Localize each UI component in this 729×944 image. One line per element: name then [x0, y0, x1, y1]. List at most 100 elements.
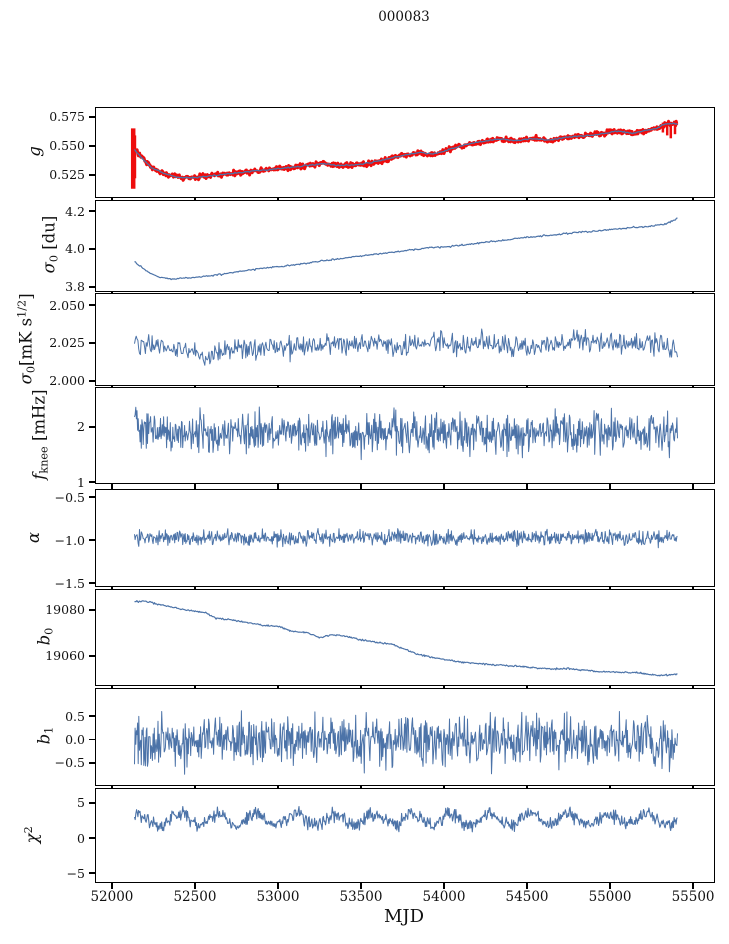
series-g-raw-red	[133, 119, 679, 182]
y-tick-label: 1	[77, 474, 85, 490]
y-tick	[88, 762, 95, 764]
y-tick-label: 0.550	[49, 138, 85, 154]
y-tick-label: 0.575	[49, 109, 85, 125]
series-sigma0-mks-blue	[134, 328, 678, 366]
y-tick	[88, 481, 95, 483]
panel-sigma0_mks	[95, 293, 715, 386]
plot-title: 000083	[378, 9, 430, 25]
y-tick-label: −0.5	[54, 489, 85, 505]
x-tick	[111, 883, 113, 889]
y-tick	[88, 738, 95, 741]
panel-b0	[95, 589, 715, 686]
y-tick	[88, 342, 95, 344]
y-tick	[88, 837, 95, 839]
x-tick	[526, 883, 528, 889]
panel-alpha	[95, 489, 715, 587]
y-tick-label: 2.050	[49, 297, 85, 313]
panel-b1-plot	[134, 710, 678, 775]
y-tick-label: 0.5	[65, 708, 85, 724]
x-tick	[360, 484, 362, 490]
panel-sigma0_du-plot	[134, 217, 678, 281]
x-tick	[443, 484, 445, 490]
x-tick	[526, 484, 528, 490]
y-axis-label-text: σ0[mK s1/2]	[16, 292, 38, 385]
x-tick	[443, 883, 445, 889]
panel-f_knee	[95, 387, 715, 484]
panel-sigma0_mks-plot	[134, 328, 678, 366]
y-tick	[88, 539, 95, 541]
y-tick-label: 3.8	[65, 279, 85, 295]
series-chi2-blue	[133, 806, 678, 833]
x-tick	[360, 883, 362, 889]
y-axis-label-alpha: α	[22, 489, 46, 585]
series-alpha-blue	[134, 528, 678, 549]
y-tick	[88, 210, 95, 212]
y-tick-label: −0.5	[54, 755, 85, 771]
y-tick-label: 5	[77, 795, 85, 811]
y-tick	[88, 248, 95, 250]
y-tick-label: 0.525	[49, 167, 85, 183]
y-tick	[88, 655, 95, 657]
series-g-smooth-blue	[133, 122, 678, 179]
panel-sigma0_du	[95, 200, 715, 292]
y-axis-label-text: σ0 [du]	[39, 216, 61, 274]
y-tick-label: 4.0	[65, 241, 85, 257]
panel-g	[95, 107, 715, 198]
x-tick	[277, 484, 279, 490]
x-tick	[692, 883, 694, 889]
y-tick-label: 2.000	[49, 373, 85, 389]
y-tick	[88, 426, 95, 428]
y-tick	[88, 715, 95, 717]
x-tick	[277, 883, 279, 889]
y-tick-label: 0	[77, 830, 85, 846]
y-axis-label-b1: b1	[33, 688, 57, 784]
y-axis-label-text: g	[24, 146, 44, 157]
y-axis-label-b0: b0	[33, 589, 57, 684]
y-tick-label: −1.5	[54, 575, 85, 591]
y-axis-label-text: b0	[34, 627, 56, 646]
y-tick	[88, 496, 95, 498]
panel-b0-plot	[134, 600, 678, 677]
x-tick-label: 55000	[588, 889, 632, 905]
series-f-knee-blue	[134, 406, 678, 461]
y-tick	[88, 802, 95, 804]
series-sigma0-du-blue	[134, 217, 678, 281]
panel-g-plot	[130, 119, 679, 189]
series-b1-blue	[134, 710, 678, 775]
y-axis-label-f_knee: fknee [mHz]	[28, 387, 52, 482]
y-tick-label: 2	[77, 419, 85, 435]
y-tick-label: 19060	[45, 648, 85, 664]
y-axis-label-sigma0_du: σ0 [du]	[38, 200, 62, 290]
panel-f_knee-plot	[134, 406, 678, 461]
x-tick	[609, 883, 611, 889]
x-tick	[609, 484, 611, 490]
y-tick	[88, 380, 95, 382]
y-axis-label-chi2: χ2	[20, 788, 44, 881]
y-tick	[88, 872, 95, 874]
y-tick	[88, 116, 95, 118]
y-tick-label: −1.0	[54, 532, 85, 548]
y-tick	[88, 286, 95, 288]
x-tick-label: 55500	[671, 889, 715, 905]
x-axis-label: MJD	[383, 906, 425, 927]
x-tick-label: 54500	[505, 889, 549, 905]
y-axis-label-text: fknee [mHz]	[29, 389, 51, 480]
y-tick	[88, 609, 95, 611]
panel-alpha-plot	[134, 528, 678, 549]
y-axis-label-g: g	[22, 107, 46, 196]
x-tick	[194, 484, 196, 490]
panel-chi2	[95, 788, 715, 883]
y-tick-label: 19080	[45, 602, 85, 618]
x-tick-label: 52500	[173, 889, 217, 905]
y-tick-label: −5	[66, 865, 85, 881]
y-tick-label: 4.2	[65, 203, 85, 219]
y-tick	[88, 174, 95, 176]
x-tick-label: 52000	[90, 889, 134, 905]
x-tick-label: 53000	[256, 889, 300, 905]
y-tick	[88, 582, 95, 584]
y-axis-label-text: b1	[34, 727, 56, 745]
y-tick-label: 0.0	[65, 732, 85, 747]
x-tick-label: 53500	[339, 889, 383, 905]
x-tick-label: 54000	[422, 889, 466, 905]
